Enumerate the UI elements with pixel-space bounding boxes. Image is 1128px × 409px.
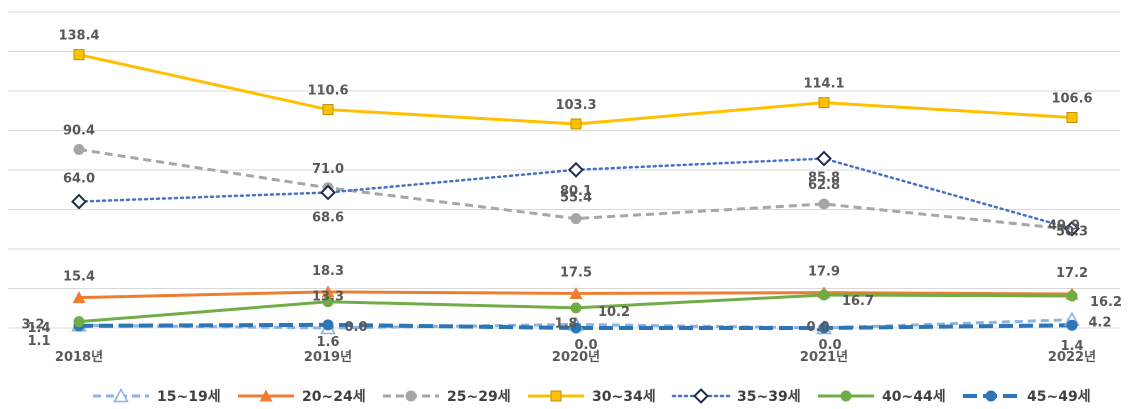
data-label: 1.8 [554, 316, 577, 331]
data-label: 17.9 [808, 265, 840, 280]
data-label: 13.3 [312, 290, 344, 305]
data-label: 18.3 [312, 264, 344, 279]
legend-marker [113, 387, 129, 403]
data-label: 49.9 [1048, 218, 1080, 233]
data-label: 55.4 [560, 191, 592, 206]
data-label: 1.1 [27, 334, 50, 349]
data-point [818, 289, 830, 301]
data-label: 0.0 [344, 320, 367, 335]
data-point [322, 319, 334, 331]
data-label: 50.3 [1056, 225, 1088, 240]
data-point [568, 161, 584, 178]
legend-item: 40~44세 [818, 389, 946, 405]
series-line [78, 322, 1073, 330]
data-point [818, 322, 830, 334]
data-point [816, 150, 832, 167]
data-label: 64.0 [63, 172, 95, 187]
data-label: 62.8 [808, 178, 840, 193]
legend-item: 45~49세 [963, 389, 1091, 405]
data-label: 71.0 [312, 162, 344, 177]
legend-label: 25~29세 [447, 389, 511, 405]
x-tick-label: 2019년 [304, 350, 352, 365]
data-label: 4.2 [1088, 316, 1111, 331]
legend-label: 35~39세 [737, 389, 801, 405]
data-point [818, 198, 830, 210]
data-point [72, 291, 86, 304]
data-point [570, 118, 582, 130]
legend-item: 25~29세 [383, 389, 511, 405]
data-label: 1.4 [1060, 339, 1083, 354]
data-point [570, 302, 582, 314]
data-point [1066, 290, 1078, 302]
data-label: 15.4 [63, 270, 95, 285]
data-point [570, 322, 582, 334]
legend-marker [693, 388, 709, 404]
x-tick-label: 2021년 [800, 350, 848, 365]
series-line [78, 53, 1073, 126]
legend-label: 30~34세 [592, 389, 656, 405]
data-label: 0.0 [818, 338, 841, 353]
data-labels: 1.4 0.0 1.8 0.0 4.2 15.4 18.3 17.5 17.9 17.2 90.4 7… [21, 29, 1122, 355]
legend-marker [405, 390, 417, 402]
data-label: 68.6 [312, 211, 344, 226]
legend-label: 20~24세 [302, 389, 366, 405]
data-point [322, 104, 334, 116]
data-point [321, 285, 335, 298]
x-tick-label: 2020년 [552, 350, 600, 365]
legend-label: 15~19세 [157, 389, 221, 405]
data-label: 3.2 [21, 318, 44, 333]
data-point [1066, 319, 1078, 331]
legend-marker [259, 389, 273, 402]
data-label: 17.2 [1056, 266, 1088, 281]
x-tick-label: 2022년 [1048, 350, 1096, 365]
data-label: 106.6 [1051, 91, 1092, 106]
data-point [322, 296, 334, 308]
data-label: 17.5 [560, 265, 592, 280]
data-point [73, 143, 85, 155]
data-label: 103.3 [555, 98, 596, 113]
data-label: 90.4 [63, 123, 95, 138]
data-point [71, 193, 87, 210]
legend-label: 45~49세 [1027, 389, 1091, 405]
data-label: 1.6 [316, 335, 339, 350]
legend-item: 20~24세 [238, 389, 366, 405]
data-point [1066, 111, 1078, 123]
data-label: 16.2 [1090, 295, 1122, 310]
x-tick-label: 2018년 [55, 350, 103, 365]
data-point [569, 286, 583, 299]
data-point [320, 184, 336, 201]
data-label: 85.8 [808, 171, 840, 186]
data-label: 16.7 [842, 294, 874, 309]
data-label: 114.1 [803, 77, 844, 92]
data-point [73, 316, 85, 328]
data-label: 1.4 [27, 321, 50, 336]
data-label: 80.1 [560, 184, 592, 199]
legend-item: 35~39세 [671, 388, 801, 405]
legend-marker [840, 390, 852, 402]
legend-item: 15~19세 [93, 387, 221, 405]
series-markers [71, 49, 1080, 335]
data-point [818, 97, 830, 109]
data-label: 110.6 [307, 84, 348, 99]
data-point [570, 213, 582, 225]
legend-marker [550, 390, 562, 402]
legend-marker [985, 390, 997, 402]
data-point [1064, 220, 1080, 237]
data-label: 0.0 [574, 338, 597, 353]
data-point [73, 49, 85, 61]
legend-label: 40~44세 [882, 389, 946, 405]
data-label: 138.4 [58, 29, 99, 44]
data-label: 10.2 [598, 305, 630, 320]
data-label: 0.0 [806, 320, 829, 335]
x-axis-ticks: 2018년 2019년 2020년 2021년 2022년 [55, 350, 1096, 365]
legend: 15~19세 20~24세 25~29세 30~34세 35~39세 40~44세 45~4… [93, 387, 1091, 405]
legend-item: 30~34세 [528, 389, 656, 405]
